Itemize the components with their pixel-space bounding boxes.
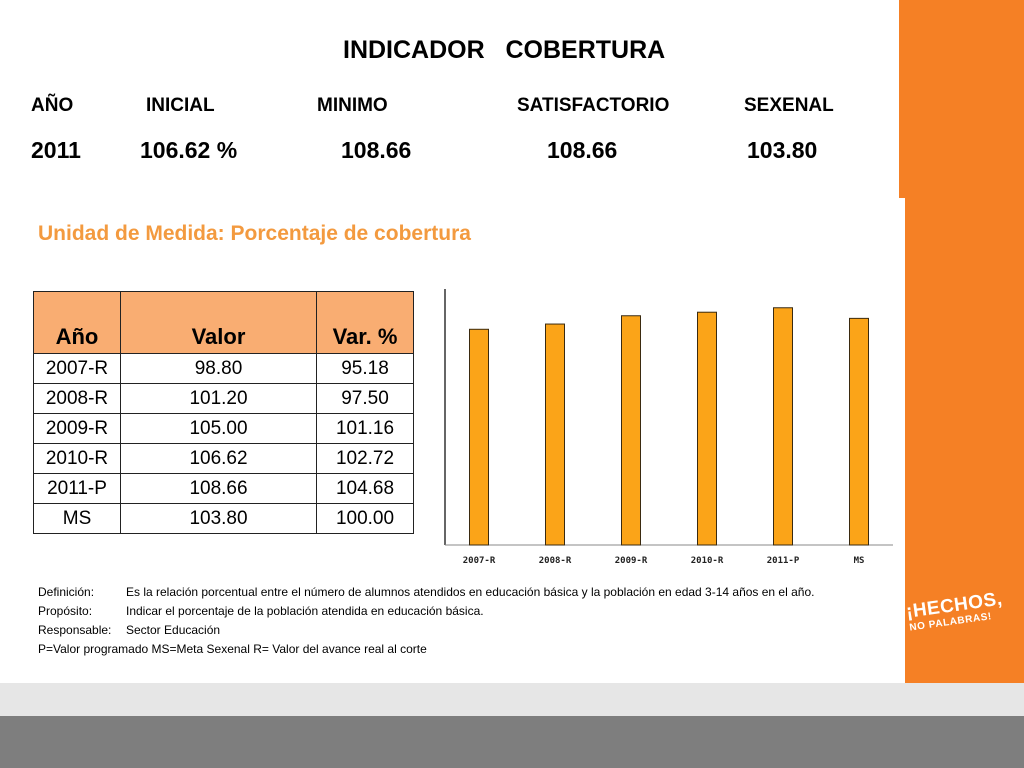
cell-valor: 105.00 xyxy=(120,413,317,444)
cell-valor: 108.66 xyxy=(120,473,317,504)
coverage-table: Año Valor Var. % 2007-R 98.80 95.18 2008… xyxy=(33,291,414,534)
x-tick-label: 2007-R xyxy=(463,556,496,566)
table-row: MS 103.80 100.00 xyxy=(33,503,414,534)
cell-ano: 2008-R xyxy=(33,383,121,414)
cell-var: 97.50 xyxy=(316,383,414,414)
notes-block: Definición: Es la relación porcentual ent… xyxy=(38,583,814,659)
table-row: 2011-P 108.66 104.68 xyxy=(33,473,414,504)
x-tick-label: 2008-R xyxy=(539,556,572,566)
bar-2008-r xyxy=(545,323,565,546)
unit-of-measure-label: Unidad de Medida: Porcentaje de cobertur… xyxy=(38,222,471,245)
cell-ano: 2007-R xyxy=(33,353,121,384)
cell-var: 101.16 xyxy=(316,413,414,444)
table-row: 2010-R 106.62 102.72 xyxy=(33,443,414,474)
footer-band-dark xyxy=(0,716,1024,768)
bar-ms xyxy=(849,317,869,546)
cell-ano: MS xyxy=(33,503,121,534)
cell-ano: 2009-R xyxy=(33,413,121,444)
bar-2011-p xyxy=(773,307,793,546)
note-proposito-label: Propósito: xyxy=(38,604,93,618)
bar-2009-r xyxy=(621,315,641,546)
bar-2007-r xyxy=(469,328,489,546)
cell-var: 95.18 xyxy=(316,353,414,384)
x-tick-label: 2009-R xyxy=(615,556,648,566)
cell-valor: 101.20 xyxy=(120,383,317,414)
orange-side-bar-top xyxy=(899,0,1024,198)
page-title: INDICADOR COBERTURA xyxy=(343,36,666,64)
cell-valor: 103.80 xyxy=(120,503,317,534)
note-proposito: Propósito: Indicar el porcentaje de la po… xyxy=(38,602,814,621)
summary-header-minimo: MINIMO xyxy=(317,95,388,116)
column-header-valor: Valor xyxy=(120,291,317,354)
note-responsable: Responsable: Sector Educación xyxy=(38,621,814,640)
summary-header-satisfactorio: SATISFACTORIO xyxy=(517,95,670,116)
x-tick-label: 2010-R xyxy=(691,556,724,566)
cell-valor: 106.62 xyxy=(120,443,317,474)
table-header-row: Año Valor Var. % xyxy=(33,291,414,354)
x-tick-label: 2011-P xyxy=(767,556,800,566)
cell-var: 102.72 xyxy=(316,443,414,474)
cell-ano: 2011-P xyxy=(33,473,121,504)
note-responsable-text: Sector Educación xyxy=(126,623,221,637)
summary-value-sexenal: 103.80 xyxy=(747,137,818,163)
summary-header-ano: AÑO xyxy=(31,95,74,116)
note-responsable-label: Responsable: xyxy=(38,623,112,637)
note-proposito-text: Indicar el porcentaje de la población at… xyxy=(126,604,484,618)
summary-header-inicial: INICIAL xyxy=(146,95,215,116)
summary-value-satisfactorio: 108.66 xyxy=(547,137,618,163)
summary-header-sexenal: SEXENAL xyxy=(744,95,834,116)
x-tick-label: MS xyxy=(854,556,865,566)
orange-side-bar-bottom xyxy=(905,198,1024,683)
note-definicion-label: Definición: xyxy=(38,585,95,599)
cell-var: 104.68 xyxy=(316,473,414,504)
cell-valor: 98.80 xyxy=(120,353,317,384)
table-row: 2009-R 105.00 101.16 xyxy=(33,413,414,444)
footer-band-light xyxy=(0,683,1024,716)
column-header-var: Var. % xyxy=(316,291,414,354)
column-header-ano: Año xyxy=(33,291,121,354)
note-definicion: Definición: Es la relación porcentual ent… xyxy=(38,583,814,602)
cell-ano: 2010-R xyxy=(33,443,121,474)
table-row: 2007-R 98.80 95.18 xyxy=(33,353,414,384)
summary-value-inicial: 106.62 % xyxy=(140,137,238,163)
note-definicion-text: Es la relación porcentual entre el númer… xyxy=(126,585,815,599)
note-legend: P=Valor programado MS=Meta Sexenal R= Va… xyxy=(38,642,427,656)
bar-2010-r xyxy=(697,311,717,546)
coverage-bar-chart: 2007-R 2008-R 2009-R 2010-R 2011-P MS xyxy=(444,289,893,566)
summary-value-minimo: 108.66 xyxy=(341,137,412,163)
cell-var: 100.00 xyxy=(316,503,414,534)
summary-value-ano: 2011 xyxy=(31,137,81,163)
table-row: 2008-R 101.20 97.50 xyxy=(33,383,414,414)
